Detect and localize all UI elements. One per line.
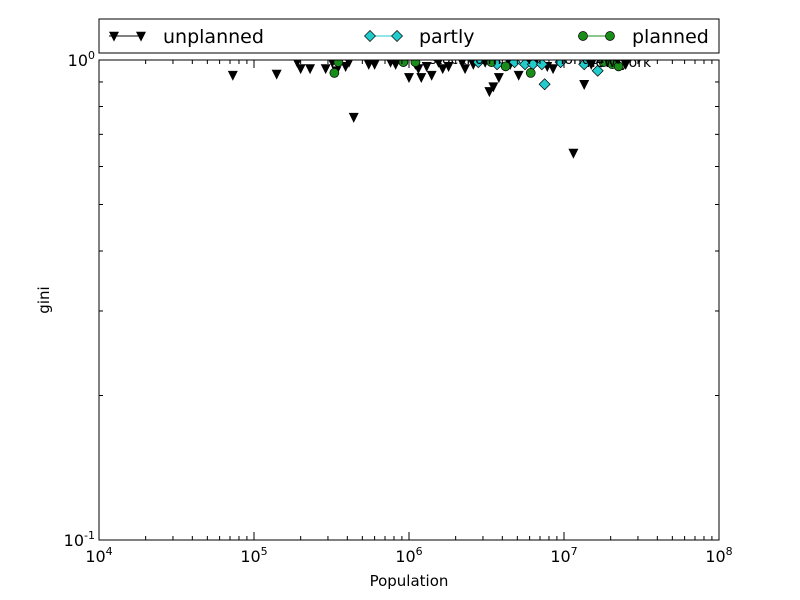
legend-marker	[136, 31, 146, 42]
unplanned-point	[421, 62, 432, 73]
data-marks	[227, 60, 631, 159]
x-tick-label: 107	[550, 545, 577, 566]
legend-label: planned	[632, 26, 709, 48]
unplanned-point	[493, 73, 504, 84]
annotation-label: stockholm	[429, 52, 501, 68]
y-axis-label: gini	[35, 286, 53, 313]
unplanned-point	[305, 64, 316, 75]
planned-point	[500, 61, 511, 72]
legend-marker	[391, 30, 403, 42]
x-tick-label: 108	[705, 545, 732, 566]
y-tick-label: 10-1	[64, 529, 95, 550]
partly-point	[518, 60, 531, 71]
unplanned-point	[488, 82, 499, 93]
x-axis-label: Population	[370, 572, 449, 590]
unplanned-point	[579, 79, 590, 90]
legend: unplanned partly planned	[98, 18, 720, 54]
unplanned-point	[484, 87, 495, 98]
legend-marker	[364, 30, 376, 42]
planned-point	[525, 68, 536, 78]
annotation-label: london	[561, 52, 609, 68]
legend-marker	[605, 31, 615, 41]
unplanned-point	[404, 73, 414, 84]
unplanned-point	[434, 60, 443, 68]
legend-label: partly	[419, 26, 475, 48]
unplanned-point	[443, 62, 454, 73]
unplanned-point	[416, 73, 427, 84]
unplanned-point	[513, 70, 524, 81]
legend-marker	[578, 31, 588, 41]
partly-point	[538, 78, 551, 91]
partly-point	[591, 64, 604, 77]
plot-area	[99, 60, 719, 540]
unplanned-point	[437, 64, 448, 75]
unplanned-point	[458, 60, 466, 68]
planned-point	[398, 60, 409, 67]
annotation-label: new-york	[587, 55, 652, 71]
planned-point	[329, 68, 340, 78]
x-tick-label: 105	[240, 545, 267, 566]
unplanned-point	[271, 69, 282, 80]
legend-label: unplanned	[163, 26, 264, 48]
unplanned-point	[227, 70, 238, 81]
planned-point	[410, 60, 421, 67]
y-tick-label: 100	[68, 49, 95, 70]
unplanned-point	[426, 70, 437, 81]
unplanned-point	[293, 60, 302, 68]
x-tick-label: 106	[395, 545, 422, 566]
unplanned-point	[548, 64, 559, 75]
planned-point	[613, 61, 624, 72]
unplanned-point	[320, 64, 331, 75]
partly-point	[578, 60, 591, 71]
legend-marker	[109, 31, 119, 42]
planned-point	[486, 60, 497, 67]
unplanned-point	[348, 112, 359, 123]
legend-frame	[98, 18, 720, 54]
planned-point	[333, 60, 344, 67]
axis-ticks: 104 105 106 107 108 10-1 100	[64, 49, 733, 566]
plot-frame	[98, 59, 720, 541]
unplanned-point	[460, 64, 471, 75]
x-tick-label: 104	[85, 545, 112, 566]
unplanned-point	[295, 64, 306, 75]
unplanned-point	[568, 148, 579, 159]
partly-point	[535, 60, 548, 71]
